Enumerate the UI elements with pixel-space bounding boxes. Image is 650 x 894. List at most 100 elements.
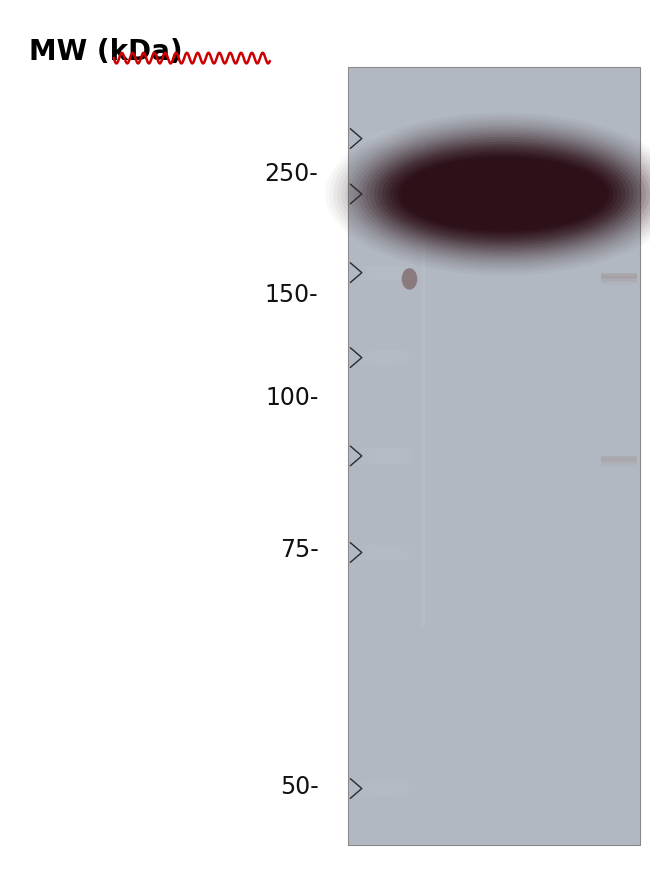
Bar (348, 831, 640, 845)
Text: 250-: 250- (265, 163, 318, 186)
Bar (378, 350, 383, 365)
Bar (348, 67, 640, 845)
Bar (407, 266, 411, 280)
Bar (387, 350, 391, 365)
Bar (383, 781, 387, 796)
Bar (383, 545, 387, 560)
Ellipse shape (394, 154, 614, 234)
Bar (348, 495, 640, 508)
Bar (601, 277, 637, 283)
Bar (358, 131, 363, 147)
Bar (391, 448, 395, 464)
Bar (415, 448, 419, 464)
Bar (348, 93, 640, 105)
Bar (363, 448, 367, 464)
Bar (358, 186, 363, 202)
Bar (348, 767, 640, 780)
Bar (391, 131, 395, 147)
Bar (348, 145, 640, 157)
Bar (348, 573, 640, 586)
Bar (395, 781, 399, 796)
Bar (383, 186, 387, 202)
Bar (601, 461, 637, 466)
Bar (363, 545, 367, 560)
Text: MW (kDa): MW (kDa) (29, 38, 183, 65)
Bar (399, 448, 403, 464)
Bar (348, 468, 640, 482)
Bar (358, 266, 363, 280)
Bar (601, 460, 637, 465)
Text: 100-: 100- (265, 386, 318, 409)
Bar (391, 545, 395, 560)
Bar (348, 326, 640, 339)
Bar (370, 350, 374, 365)
Bar (395, 545, 399, 560)
Ellipse shape (415, 166, 593, 222)
Bar (411, 266, 415, 280)
Bar (378, 448, 383, 464)
Bar (348, 547, 640, 560)
Bar (387, 545, 391, 560)
Text: 50-: 50- (280, 775, 318, 798)
Ellipse shape (345, 125, 650, 263)
Ellipse shape (390, 151, 618, 237)
Bar (348, 105, 640, 119)
Bar (348, 197, 640, 209)
Bar (354, 186, 358, 202)
Bar (374, 131, 378, 147)
Bar (403, 186, 407, 202)
Bar (348, 780, 640, 793)
Bar (601, 280, 637, 285)
Bar (601, 274, 637, 280)
Bar (367, 266, 370, 280)
Bar (407, 448, 411, 464)
Bar (387, 448, 391, 464)
Bar (348, 352, 640, 365)
Bar (383, 448, 387, 464)
Bar (403, 781, 407, 796)
Bar (374, 545, 378, 560)
Bar (370, 545, 374, 560)
Bar (370, 781, 374, 796)
Bar (348, 676, 640, 689)
Bar (348, 599, 640, 611)
Text: 75-: 75- (280, 538, 318, 561)
Bar (348, 520, 640, 534)
Bar (601, 275, 637, 281)
Bar (374, 350, 378, 365)
Bar (367, 545, 370, 560)
Ellipse shape (378, 144, 630, 244)
Bar (415, 545, 419, 560)
Bar (348, 132, 640, 145)
Bar (363, 131, 367, 147)
Bar (348, 560, 640, 573)
Bar (374, 448, 378, 464)
Bar (399, 266, 403, 280)
Bar (383, 266, 387, 280)
Bar (367, 781, 370, 796)
Ellipse shape (419, 168, 589, 220)
Bar (378, 186, 383, 202)
Bar (348, 586, 640, 599)
Bar (348, 728, 640, 741)
Bar (391, 781, 395, 796)
Bar (415, 781, 419, 796)
Bar (348, 209, 640, 223)
Bar (348, 274, 640, 287)
Bar (348, 508, 640, 520)
Bar (354, 545, 358, 560)
Bar (403, 350, 407, 365)
Bar (399, 131, 403, 147)
Bar (407, 350, 411, 365)
Bar (358, 350, 363, 365)
Bar (395, 131, 399, 147)
Bar (348, 378, 640, 391)
Ellipse shape (354, 130, 650, 258)
Bar (370, 131, 374, 147)
Bar (374, 781, 378, 796)
Bar (348, 741, 640, 755)
Bar (411, 448, 415, 464)
Bar (348, 624, 640, 637)
Bar (348, 404, 640, 417)
Bar (403, 545, 407, 560)
